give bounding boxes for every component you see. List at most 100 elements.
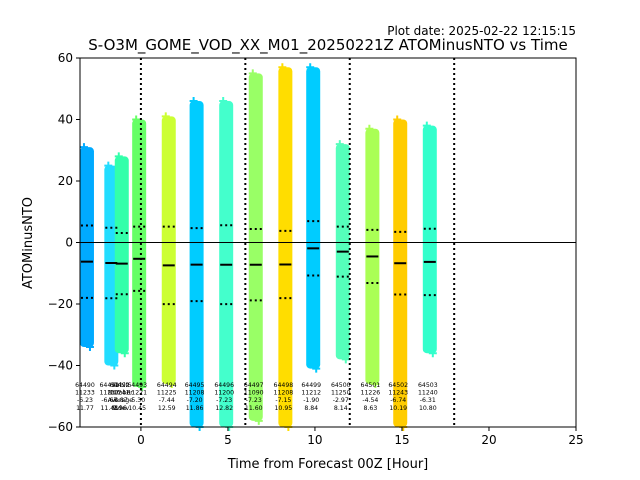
- y-tick-label: −40: [48, 359, 73, 373]
- orbit-stats-line: 11.45: [100, 405, 118, 412]
- y-tick-label: 0: [65, 236, 73, 250]
- outlier-marker: [219, 97, 228, 106]
- outlier-marker: [110, 361, 119, 370]
- orbit-stats-line: 11208: [185, 390, 205, 397]
- orbit-stats-line: 64491: [99, 382, 119, 389]
- orbit-strip: [278, 67, 293, 427]
- legend-line: Orbit: [113, 382, 129, 389]
- orbit-strip: [161, 116, 176, 384]
- orbit-stats-line: 11212: [301, 390, 321, 397]
- orbit-stats-line: 64495: [185, 382, 205, 389]
- orbit-stats-line: 64492: [110, 382, 130, 389]
- orbit-stats-line: 8.84: [304, 405, 318, 412]
- orbit-stats-line: 11200: [214, 390, 234, 397]
- orbit-stats-line: -1.90: [303, 397, 319, 404]
- orbit-stats-line: 11.77: [76, 405, 94, 412]
- outlier-marker: [114, 152, 123, 161]
- orbit-stats-line: -7.20: [187, 397, 203, 404]
- x-tick-label: 5: [224, 433, 232, 447]
- orbit-stats-line: 11233: [75, 390, 95, 397]
- orbit-stats-label: 64495 11208 -7.20 11.86: [185, 382, 205, 412]
- orbit-stats-line: 64497: [244, 382, 264, 389]
- orbit-stats-line: 8.63: [363, 405, 377, 412]
- x-tick-label: 25: [568, 433, 583, 447]
- orbit-stats-line: -6.67: [101, 397, 117, 404]
- x-tick-label: 20: [481, 433, 496, 447]
- orbit-stats-line: 11.60: [245, 405, 263, 412]
- data-strips: [79, 63, 437, 431]
- orbit-stats-label: 64500 11250 -2.97 8.14: [331, 382, 351, 412]
- orbit-stats-label: 64490 11233 -6.23 11.77: [75, 382, 95, 412]
- orbit-stats-line: 12.59: [158, 405, 176, 412]
- outlier-marker: [167, 379, 176, 388]
- outlier-marker: [306, 63, 315, 72]
- outlier-marker: [312, 364, 321, 373]
- orbit-stats-line: -6.74: [390, 397, 406, 404]
- orbit-stats-line: 64500: [331, 382, 351, 389]
- outlier-marker: [371, 379, 380, 388]
- orbit-stats-line: 11237: [99, 390, 119, 397]
- orbit-stats-label: 64497 11090 -7.23 11.60: [244, 382, 264, 412]
- orbit-stats-line: 10.95: [275, 405, 293, 412]
- orbit-stats-line: 10.45: [128, 405, 146, 412]
- orbit-stats-line: -7.23: [216, 397, 232, 404]
- x-axis-ticks: 0 5 10 15 20 25: [137, 427, 584, 447]
- outlier-marker: [428, 349, 437, 358]
- orbit-stats-label: 64494 11225 -7.44 12.59: [157, 382, 177, 412]
- orbit-stats-line: 8.14: [334, 405, 348, 412]
- orbit-stats-line: -6.23: [77, 397, 93, 404]
- outlier-marker: [85, 343, 94, 352]
- orbit-stats-line: 11221: [127, 390, 147, 397]
- outlier-marker: [132, 115, 141, 124]
- orbit-stats-line: -6.31: [420, 397, 436, 404]
- orbit-stats-label: 64503 11240 -6.31 10.80: [418, 382, 438, 412]
- orbit-stat-markers: [80, 220, 436, 306]
- legend-line: Stdev: [111, 405, 129, 412]
- orbit-stats-line: -4.54: [362, 397, 378, 404]
- orbit-strip: [132, 119, 147, 388]
- orbit-stats-line: 9.96: [113, 405, 127, 412]
- orbit-stats-line: 64490: [75, 382, 95, 389]
- y-axis-label: ATOMinusNTO: [21, 197, 36, 289]
- orbit-stats-line: -6.87: [112, 397, 128, 404]
- x-tick-label: 15: [394, 433, 409, 447]
- x-axis-label: Time from Forecast 00Z [Hour]: [227, 457, 429, 472]
- outlier-marker: [335, 140, 344, 149]
- outlier-marker: [278, 63, 287, 72]
- outlier-marker: [79, 143, 88, 152]
- orbit-stats-line: 64494: [157, 382, 177, 389]
- orbit-stats-label: 64501 11226 -4.54 8.63: [361, 382, 381, 412]
- y-axis-ticks: −60 −40 −20 0 20 40 60: [48, 51, 80, 434]
- x-tick-label: 0: [137, 433, 145, 447]
- outlier-marker: [341, 355, 350, 364]
- orbit-stats-line: 11226: [361, 390, 381, 397]
- orbit-stats-line: 64503: [418, 382, 438, 389]
- orbit-stats-label: 64493 11221 -5.30 10.45: [127, 382, 147, 412]
- orbit-strip: [306, 67, 321, 369]
- orbit-stats-line: 11250: [331, 390, 351, 397]
- orbit-stats-line: -7.44: [159, 397, 175, 404]
- orbit-stats-line: 64501: [361, 382, 381, 389]
- orbit-stats-label: 64496 11200 -7.23 12.82: [214, 382, 234, 412]
- orbit-stats-line: 11240: [418, 390, 438, 397]
- orbit-stats-line: 12.82: [215, 405, 233, 412]
- orbit-strip: [422, 125, 437, 354]
- orbit-stats-line: 11225: [157, 390, 177, 397]
- orbit-stats-line: -7.15: [275, 397, 291, 404]
- orbit-stats-line: 64499: [301, 382, 321, 389]
- chart-title: S-O3M_GOME_VOD_XX_M01_20250221Z ATOMinus…: [88, 36, 567, 55]
- outlier-marker: [189, 97, 198, 106]
- outlier-marker: [248, 69, 257, 78]
- legend-line: Number: [108, 390, 133, 397]
- orbit-strip: [114, 156, 129, 354]
- outlier-marker: [422, 121, 431, 130]
- orbit-stats-line: 10.80: [419, 405, 437, 412]
- orbit-stats-line: 11243: [388, 390, 408, 397]
- orbit-stats-line: -7.23: [246, 397, 262, 404]
- y-tick-label: −20: [48, 297, 73, 311]
- x-tick-label: 10: [307, 433, 322, 447]
- y-tick-label: −60: [48, 420, 73, 434]
- orbit-stats-line: 11.86: [186, 405, 204, 412]
- orbit-stats-line: 11090: [244, 390, 264, 397]
